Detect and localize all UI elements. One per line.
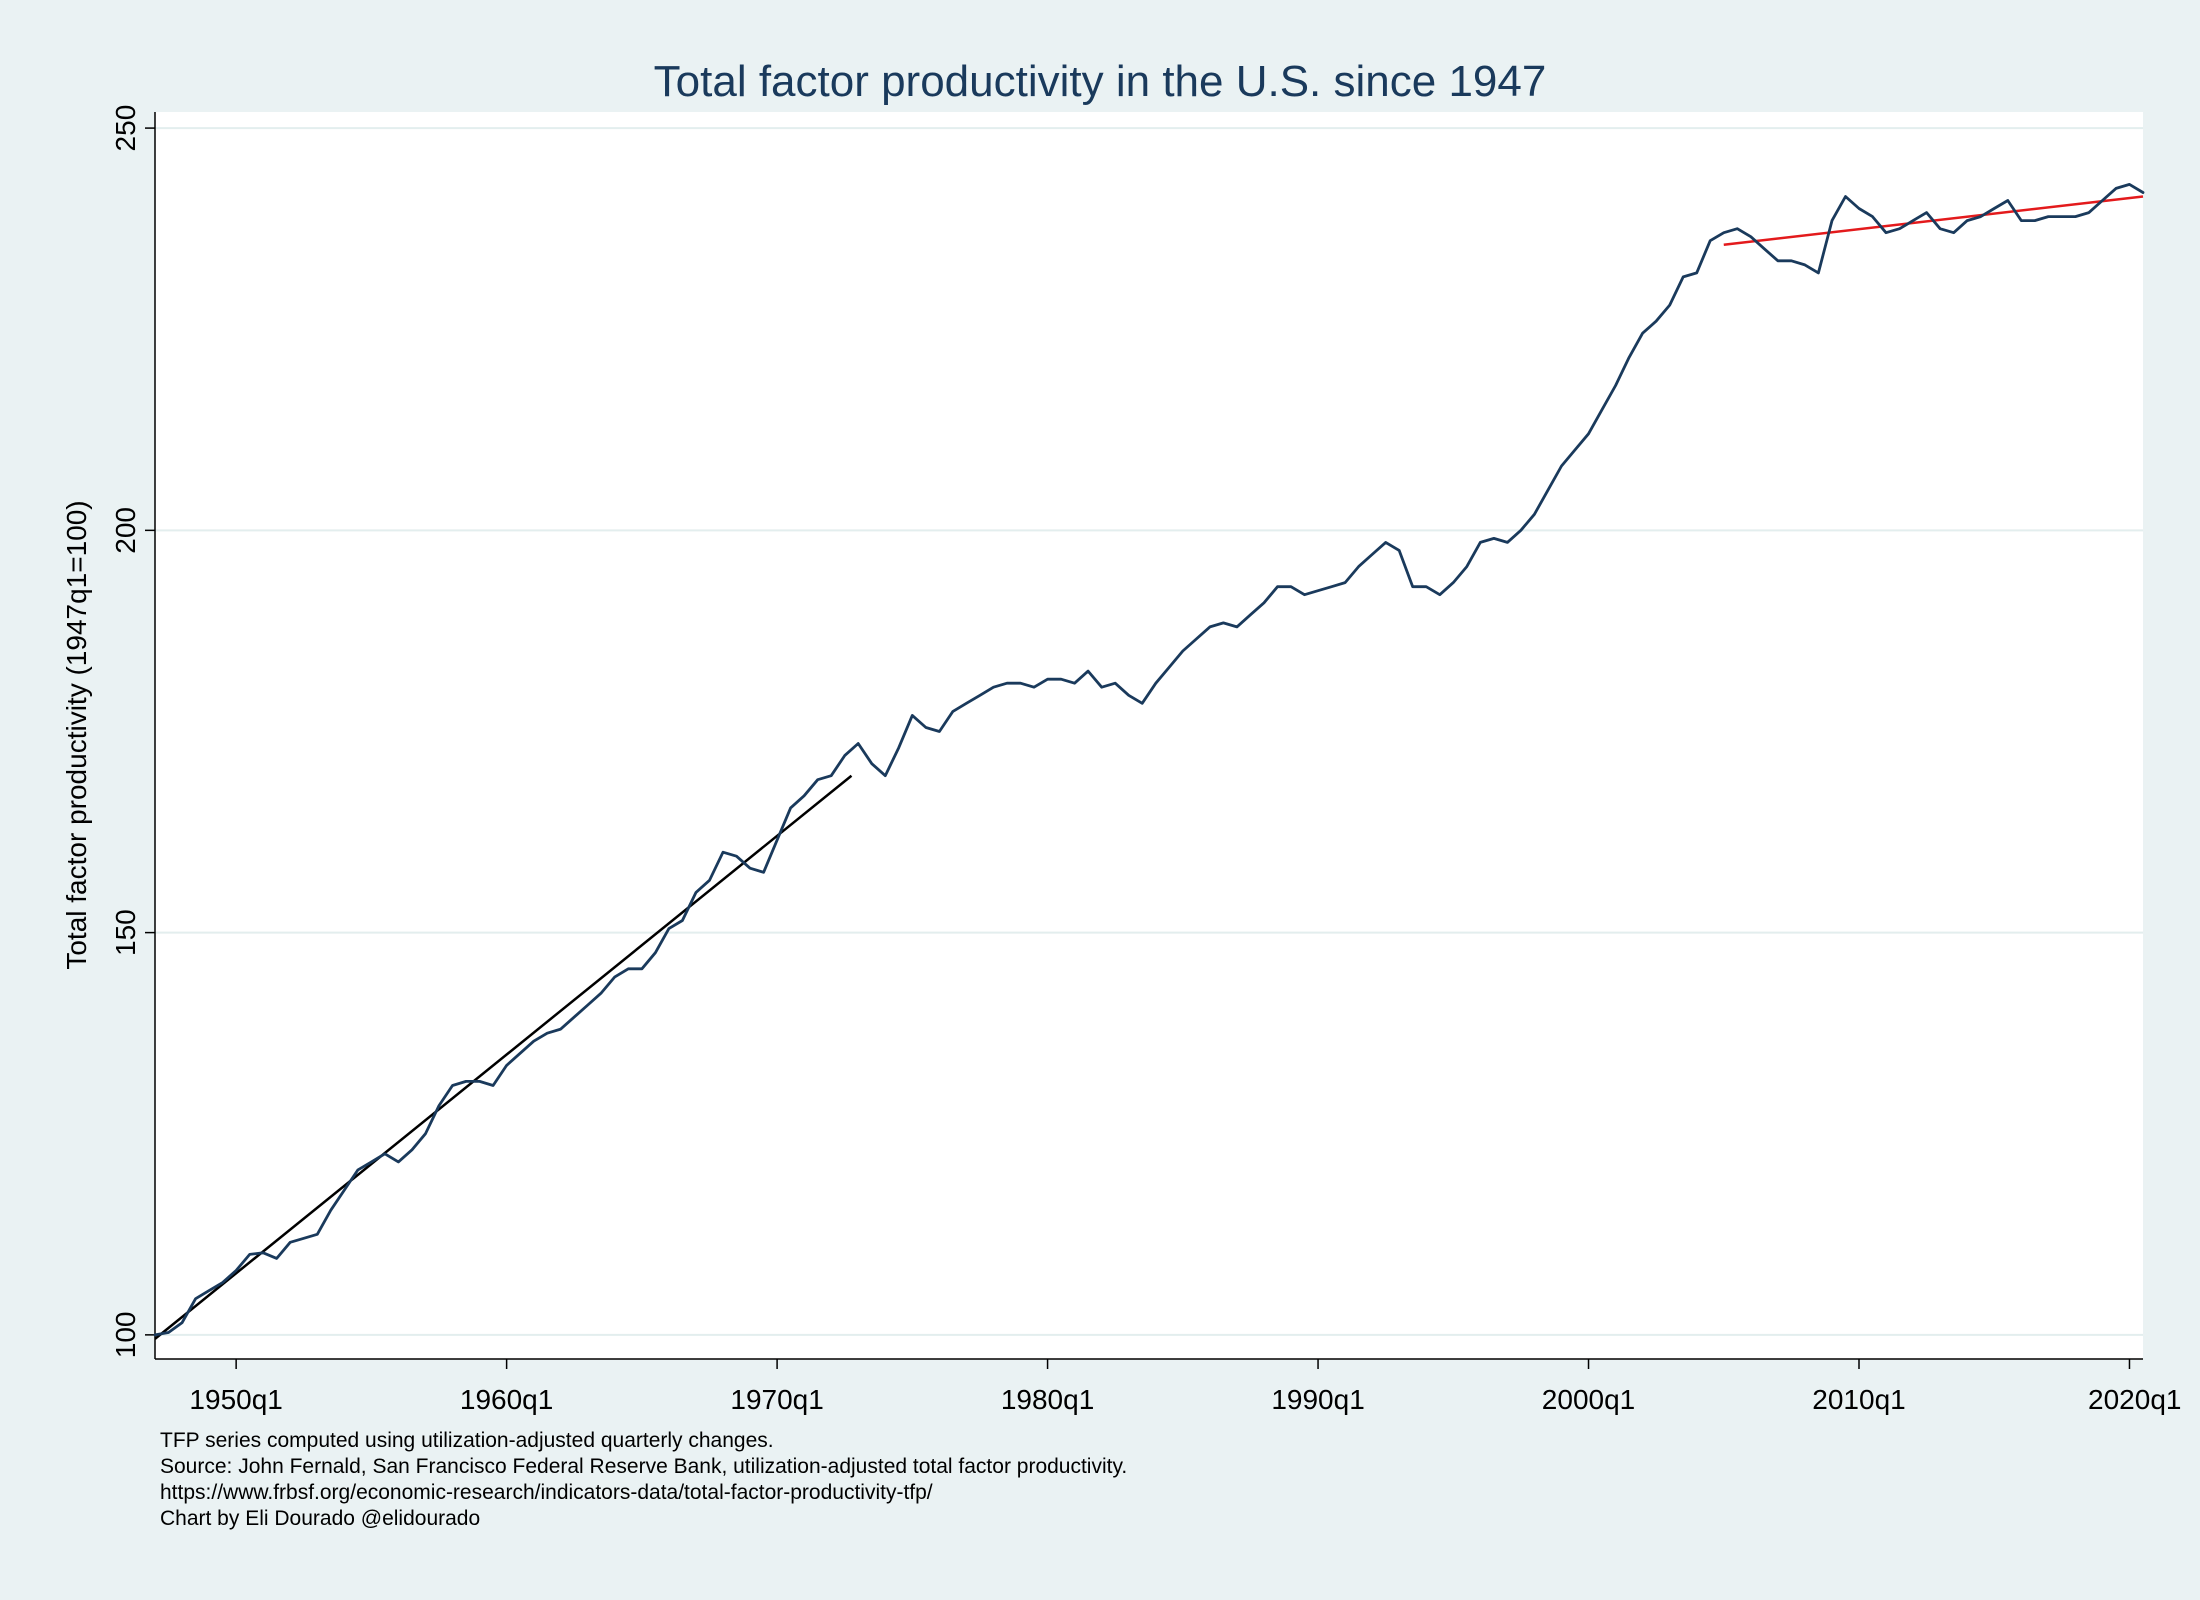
x-tick-label: 1980q1 xyxy=(1001,1384,1094,1415)
trend-line-1947-1973 xyxy=(154,774,853,1340)
y-tick-label: 200 xyxy=(110,507,141,554)
tfp-series xyxy=(153,182,2145,1337)
x-tick-label: 1970q1 xyxy=(730,1384,823,1415)
chart-title: Total factor productivity in the U.S. si… xyxy=(654,57,1547,106)
note-source: Source: John Fernald, San Francisco Fede… xyxy=(160,1455,1128,1478)
x-axis-ticks: 1950q1 1960q1 1970q1 1980q1 1990q1 2000q1 2010… xyxy=(189,1359,2181,1415)
y-tick-label: 250 xyxy=(110,105,141,152)
note-url: https://www.frbsf.org/economic-research/… xyxy=(160,1481,933,1504)
note-credit: Chart by Eli Dourado @elidourado xyxy=(160,1507,481,1530)
x-tick-label: 2010q1 xyxy=(1812,1384,1905,1415)
y-axis-ticks: 100 150 200 250 xyxy=(110,105,155,1358)
y-axis-label: Total factor productivity (1947q1=100) xyxy=(61,500,92,969)
x-tick-label: 1960q1 xyxy=(460,1384,553,1415)
x-tick-label: 1990q1 xyxy=(1271,1384,1364,1415)
tfp-series-line xyxy=(153,182,2145,1337)
y-gridlines xyxy=(155,127,2143,1336)
note-method: TFP series computed using utilization-ad… xyxy=(160,1429,774,1452)
y-tick-label: 150 xyxy=(110,909,141,956)
plot-area xyxy=(155,112,2143,1359)
x-tick-label: 2000q1 xyxy=(1542,1384,1635,1415)
y-tick-label: 100 xyxy=(110,1312,141,1359)
x-tick-label: 1950q1 xyxy=(189,1384,282,1415)
chart-notes: TFP series computed using utilization-ad… xyxy=(160,1428,1127,1532)
x-tick-label: 2020q1 xyxy=(2088,1384,2181,1415)
